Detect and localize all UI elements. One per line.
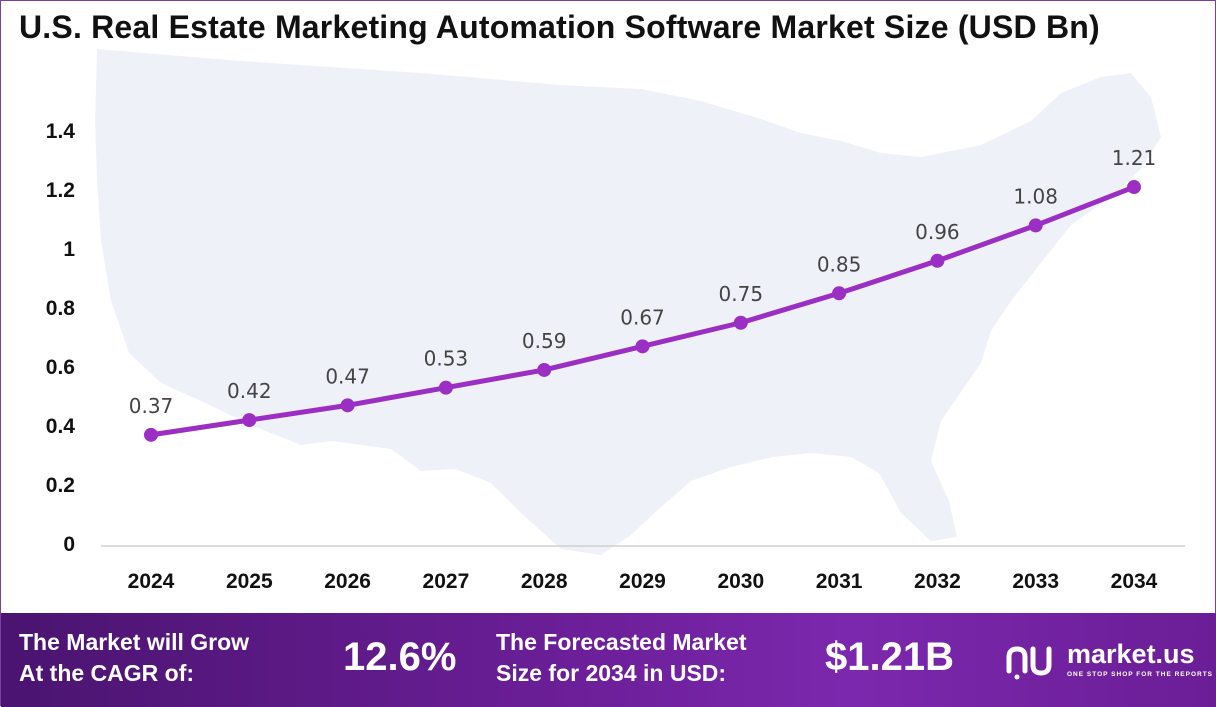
x-tick-label: 2034 (1111, 570, 1158, 593)
data-label: 0.75 (719, 282, 764, 306)
x-tick-label: 2025 (226, 570, 273, 593)
data-point (340, 398, 355, 413)
data-label: 0.47 (325, 364, 370, 388)
data-point (144, 427, 158, 442)
data-label: 1.21 (1112, 146, 1157, 170)
x-tick-label: 2031 (816, 570, 863, 593)
forecast-value: $1.21B (825, 635, 954, 679)
y-tick-label: 0.8 (46, 297, 76, 320)
x-axis: 2024 2025 2026 2027 2028 2029 2030 2031 2032 2033… (128, 570, 1158, 593)
data-points (144, 180, 1141, 442)
x-tick-label: 2032 (914, 570, 961, 593)
x-tick-label: 2030 (717, 570, 764, 593)
x-tick-label: 2026 (324, 570, 371, 593)
brand-tagline: ONE STOP SHOP FOR THE REPORTS (1067, 671, 1214, 678)
y-tick-label: 1.2 (46, 179, 75, 202)
data-point (635, 339, 650, 354)
cagr-caption-line2: At the CAGR of: (19, 660, 195, 686)
data-label: 0.85 (817, 252, 862, 276)
cagr-value: 12.6% (343, 635, 457, 679)
summary-footer: The Market will Grow At the CAGR of: 12.… (1, 613, 1216, 707)
y-tick-label: 0.6 (46, 356, 75, 379)
forecast-caption-line2: Size for 2034 in USD: (496, 660, 727, 686)
data-label: 0.59 (522, 329, 567, 353)
y-tick-label: 1 (63, 238, 75, 261)
market-us-logo-icon (1006, 646, 1052, 680)
brand-name: market.us (1067, 639, 1195, 669)
forecast-caption: The Forecasted Market Size for 2034 in U… (496, 627, 747, 689)
data-point (438, 380, 453, 395)
y-tick-label: 0.4 (46, 415, 76, 438)
y-axis: 0 0.2 0.4 0.6 0.8 1 1.2 1.4 (46, 120, 76, 556)
x-tick-label: 2029 (619, 570, 666, 593)
data-point (1028, 218, 1043, 233)
x-tick-label: 2028 (521, 570, 568, 593)
x-tick-label: 2033 (1012, 570, 1059, 593)
x-tick-label: 2024 (128, 570, 175, 593)
data-label: 0.53 (424, 347, 469, 371)
data-label: 0.67 (620, 305, 665, 329)
forecast-caption-line1: The Forecasted Market (496, 629, 747, 655)
data-point (832, 286, 847, 301)
brand-logo[interactable]: market.us ONE STOP SHOP FOR THE REPORTS (1005, 637, 1214, 687)
line-chart: 00.20.40.60.811.21.4 2024 2025 2026 2027 202… (46, 49, 1185, 593)
data-point (537, 362, 552, 377)
data-label: 0.42 (227, 379, 272, 403)
data-point (242, 413, 257, 428)
x-tick-label: 2027 (423, 570, 470, 593)
chart-title: U.S. Real Estate Marketing Automation So… (19, 9, 1100, 45)
data-label: 0.37 (129, 394, 174, 418)
data-point (1127, 180, 1141, 195)
y-tick-label: 1.4 (46, 120, 76, 143)
cagr-caption: The Market will Grow At the CAGR of: (19, 627, 249, 689)
data-point (930, 253, 945, 268)
data-label: 1.08 (1013, 184, 1058, 208)
y-tick-label: 0.2 (46, 474, 75, 497)
us-map-background (95, 49, 1161, 555)
data-point (733, 315, 748, 330)
cagr-caption-line1: The Market will Grow (19, 629, 250, 655)
data-label: 0.96 (915, 220, 960, 244)
data-labels: 0.37 0.42 0.47 0.53 0.59 0.67 0.75 0.85 0.96 1.08… (129, 146, 1157, 418)
y-tick-label: 0 (63, 533, 75, 556)
